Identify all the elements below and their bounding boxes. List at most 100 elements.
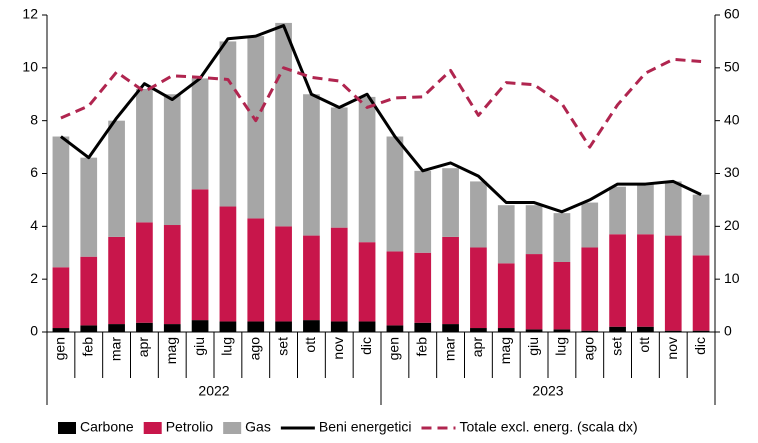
y-tick-label: 8: [30, 111, 38, 127]
bar: [553, 213, 571, 262]
bar: [163, 94, 181, 226]
y2-tick-label: 20: [724, 217, 740, 233]
bar: [470, 181, 487, 248]
bar: [303, 320, 320, 332]
x-tick-label: mar: [107, 337, 123, 361]
y-tick-label: 2: [30, 270, 38, 286]
y2-tick-label: 30: [724, 164, 740, 180]
bar: [525, 329, 543, 332]
bar: [136, 222, 153, 323]
x-tick-label: feb: [413, 337, 429, 357]
bar: [136, 322, 153, 332]
x-tick-label: giu: [191, 337, 207, 356]
bar: [219, 41, 237, 207]
bar: [247, 36, 265, 219]
bar: [692, 330, 710, 332]
bar: [330, 107, 348, 228]
y2-tick-label: 0: [724, 323, 732, 339]
bar: [414, 170, 432, 253]
bar: [247, 218, 265, 322]
bar: [275, 226, 292, 322]
bar: [442, 236, 459, 325]
legend-label: Gas: [245, 419, 271, 435]
bar: [52, 328, 70, 332]
bar: [664, 181, 682, 236]
x-tick-label: feb: [79, 337, 95, 357]
bar: [497, 263, 515, 329]
x-tick-label: set: [608, 337, 624, 356]
y2-tick-label: 40: [724, 111, 740, 127]
bar: [664, 330, 682, 332]
bar: [358, 321, 376, 332]
bar: [414, 322, 432, 332]
bar: [581, 247, 599, 331]
legend-label: Carbone: [80, 419, 134, 435]
x-tick-label: dic: [692, 337, 708, 355]
bar: [637, 184, 654, 235]
legend-label: Beni energetici: [319, 419, 412, 435]
x-tick-label: lug: [553, 337, 569, 356]
bar: [219, 206, 237, 322]
bar: [637, 234, 654, 327]
bar: [108, 236, 125, 325]
bar: [637, 326, 654, 332]
bar: [108, 120, 125, 237]
bar: [80, 157, 98, 257]
group-label: 2023: [532, 383, 563, 399]
bar: [191, 189, 209, 321]
x-tick-label: ott: [302, 337, 318, 353]
x-tick-label: set: [274, 337, 290, 356]
bar: [80, 256, 98, 326]
legend-label: Totale excl. energ. (scala dx): [459, 419, 637, 435]
x-tick-label: ago: [246, 337, 262, 361]
bar: [525, 205, 543, 255]
x-tick-label: mag: [163, 337, 179, 364]
bar: [275, 321, 292, 332]
bar: [303, 94, 320, 236]
x-tick-label: apr: [135, 337, 151, 358]
bar: [52, 136, 70, 268]
x-tick-label: nov: [330, 337, 346, 360]
bar: [497, 328, 515, 332]
bar: [303, 235, 320, 321]
bar: [330, 321, 348, 332]
bar: [136, 88, 153, 223]
x-tick-label: mag: [497, 337, 513, 364]
y2-tick-label: 50: [724, 59, 740, 75]
bar: [553, 261, 571, 330]
y2-tick-label: 60: [724, 6, 740, 22]
bar: [525, 254, 543, 330]
bar: [219, 321, 237, 332]
x-tick-label: mar: [441, 337, 457, 361]
bar: [470, 247, 487, 329]
bar: [386, 136, 404, 252]
bar: [609, 326, 626, 332]
bar: [553, 329, 571, 332]
bar: [80, 325, 98, 332]
bar: [414, 252, 432, 323]
bar: [358, 242, 376, 322]
legend-swatch: [143, 422, 162, 434]
bar: [442, 168, 459, 237]
bar: [247, 321, 265, 332]
bar: [191, 78, 209, 190]
x-tick-label: ott: [636, 337, 652, 353]
x-tick-label: dic: [358, 337, 374, 355]
y-tick-label: 12: [22, 6, 38, 22]
bar: [358, 96, 376, 243]
bar: [664, 235, 682, 331]
line-series: [60, 24, 702, 214]
x-tick-label: lug: [219, 337, 235, 356]
bar: [692, 194, 710, 256]
bar: [386, 325, 404, 332]
bar: [163, 324, 181, 332]
bar: [581, 330, 599, 332]
bar: [275, 22, 292, 227]
bar: [330, 227, 348, 322]
bar: [386, 251, 404, 326]
legend-label: Petrolio: [166, 419, 214, 435]
x-tick-label: ago: [580, 337, 596, 361]
x-tick-label: apr: [469, 337, 485, 358]
y-tick-label: 0: [30, 323, 38, 339]
x-tick-label: gen: [386, 337, 402, 360]
